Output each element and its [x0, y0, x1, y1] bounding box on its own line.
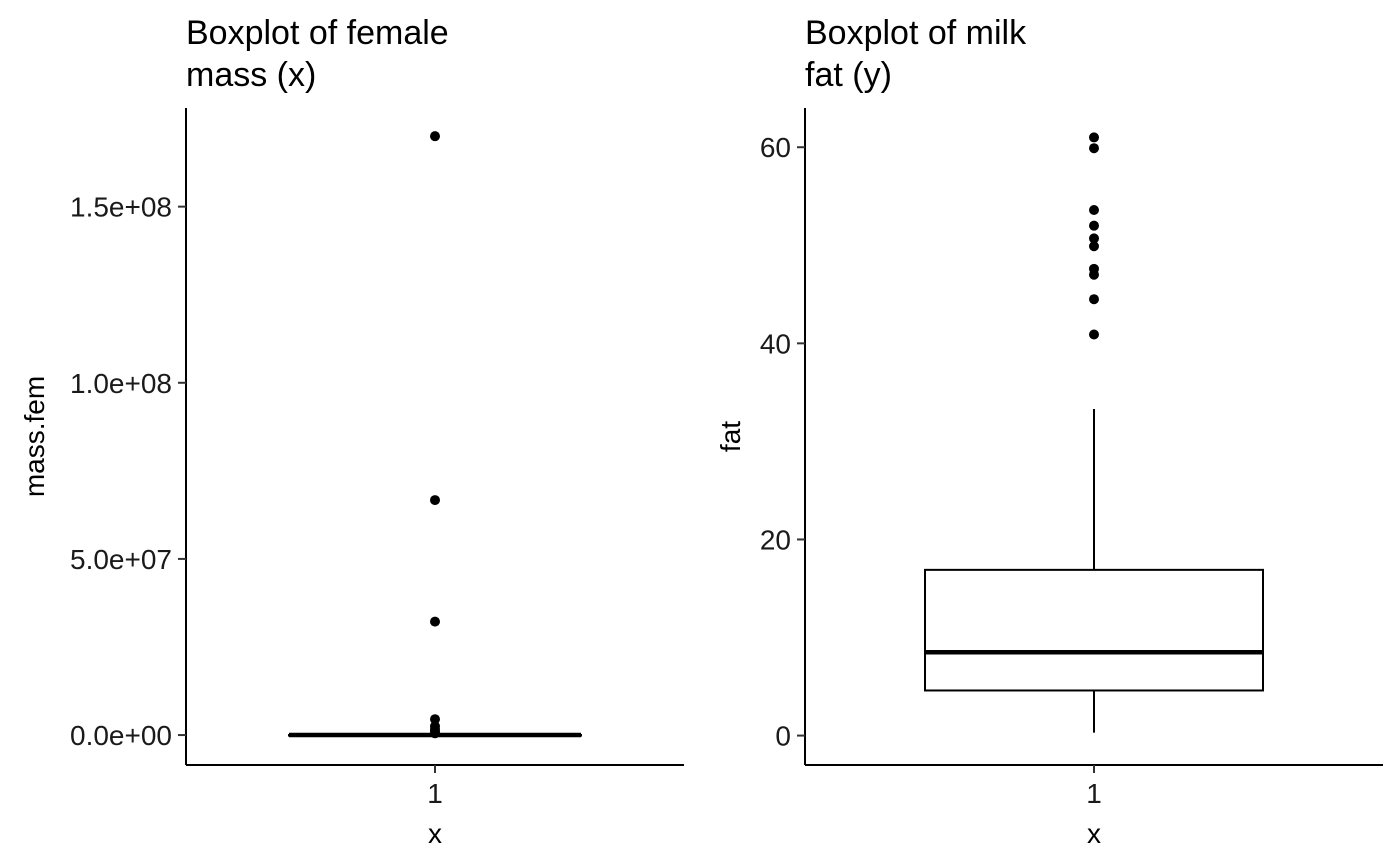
y-tick-label: 20 [760, 524, 791, 555]
y-tick-label: 0 [775, 721, 791, 752]
y-tick-label: 1.5e+08 [70, 192, 172, 223]
outlier-point [430, 131, 440, 142]
x-axis-label: x [428, 818, 442, 849]
x-tick-label: 1 [427, 778, 443, 809]
chart-title: Boxplot of milk fat (y) [805, 14, 1027, 94]
y-axis-label: mass.fem [19, 376, 50, 497]
outlier-point [1089, 294, 1099, 305]
chart-title-line: Boxplot of milk [805, 14, 1027, 52]
outlier-point [1089, 269, 1099, 280]
x-tick-label: 1 [1086, 778, 1102, 809]
y-tick-label: 0.0e+00 [70, 720, 172, 751]
y-tick-label: 60 [760, 132, 791, 163]
outlier-point [430, 495, 440, 506]
y-tick-label: 1.0e+08 [70, 368, 172, 399]
chart-title-line: Boxplot of female [186, 14, 449, 52]
outlier-point [430, 728, 440, 739]
outlier-point [430, 616, 440, 627]
outlier-point [1089, 241, 1099, 252]
outlier-point [1089, 132, 1099, 143]
y-tick-label: 5.0e+07 [70, 544, 172, 575]
outlier-point [1089, 143, 1099, 154]
outlier-point [430, 714, 440, 725]
outlier-point [1089, 233, 1099, 244]
chart-title-line: fat (y) [805, 56, 892, 94]
chart-title-line: mass (x) [186, 56, 316, 94]
outlier-point [1089, 204, 1099, 215]
outlier-point [1089, 220, 1099, 231]
outlier-point [1089, 329, 1099, 340]
x-axis-label: x [1087, 818, 1101, 849]
chart-title: Boxplot of female mass (x) [186, 14, 449, 94]
panel-2: Boxplot of milk fat (y) 0 20 40 60 1 x fat [715, 14, 1383, 849]
panel-1: Boxplot of female mass (x) 0.0e+00 5.0e+07 1… [19, 14, 684, 849]
y-tick-label: 40 [760, 328, 791, 359]
box-iqr [924, 568, 1264, 692]
y-axis-label: fat [715, 421, 746, 452]
